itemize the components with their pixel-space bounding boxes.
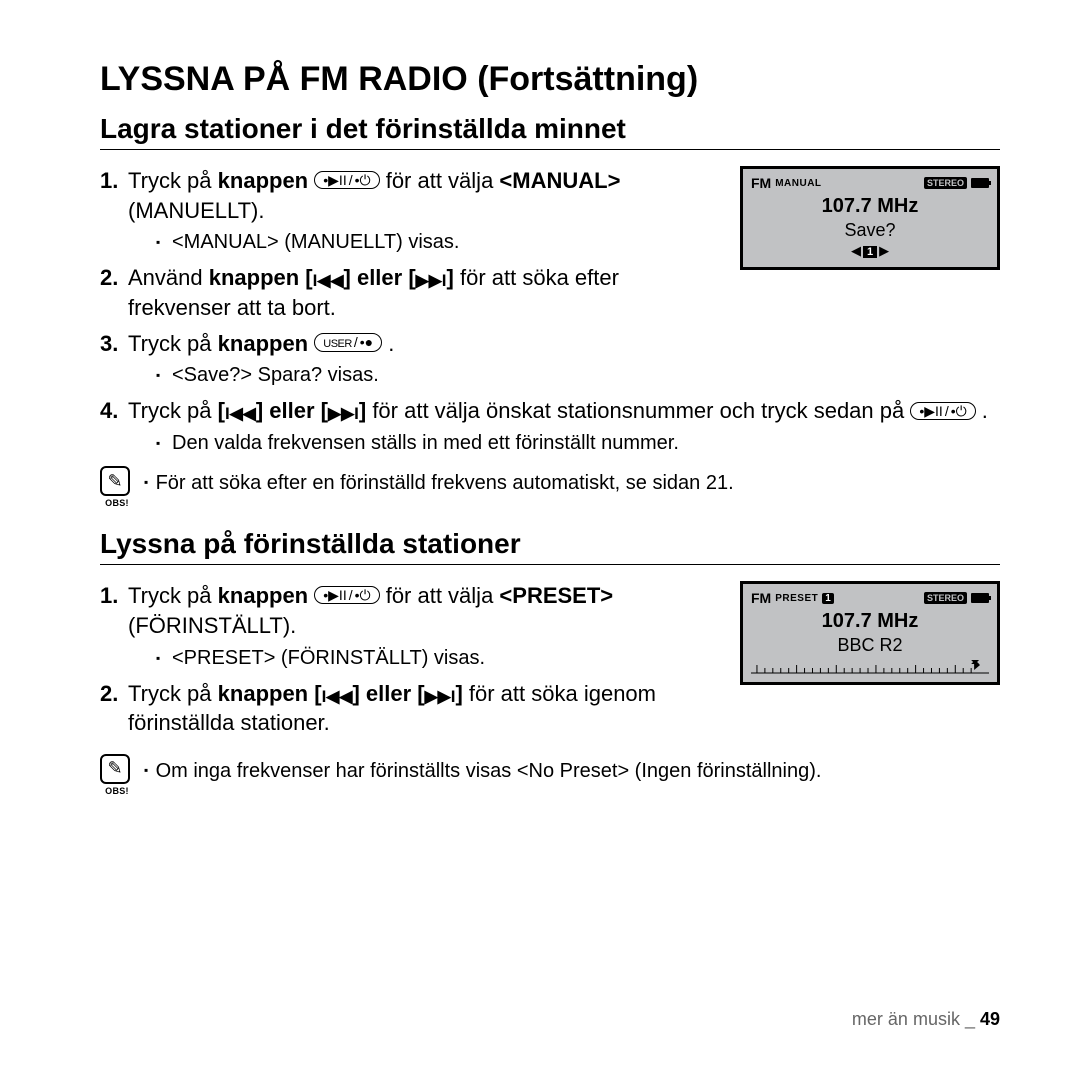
dev2-frequency: 107.7 MHz <box>751 610 989 633</box>
s1-note: ✎ OBS! För att söka efter en förinställd… <box>100 466 1000 508</box>
dev2-mode: PRESET <box>775 593 818 604</box>
play-pause-power-button-icon: •▶II/•⏻ <box>910 402 975 420</box>
note-label: OBS! <box>100 786 134 796</box>
dev2-preset-num: 1 <box>822 593 834 604</box>
section1-title: Lagra stationer i det förinställda minne… <box>100 113 1000 150</box>
s2-step1: Tryck på knappen •▶II/•⏻ för att välja <… <box>100 581 724 670</box>
page-number: 49 <box>980 1009 1000 1029</box>
play-pause-power-button-icon: •▶II/•⏻ <box>314 171 379 189</box>
s1-step4: Tryck på [I◀◀] eller [▶▶I] för att välja… <box>100 396 1000 456</box>
s2-note-text: Om inga frekvenser har förinställts visa… <box>144 754 1000 785</box>
s2-step2: Tryck på knappen [I◀◀] eller [▶▶I] för a… <box>100 679 724 738</box>
footer: mer än musik _ 49 <box>852 1009 1000 1030</box>
s1-note-text: För att söka efter en förinställd frekve… <box>144 466 1000 497</box>
note-icon: ✎ <box>100 466 130 496</box>
s1-step1-sub: <MANUAL> (MANUELLT) visas. <box>156 229 724 255</box>
device-screen-manual: FM MANUAL STEREO 107.7 MHz Save? ◀1▶ <box>740 166 1000 270</box>
s2-note: ✎ OBS! Om inga frekvenser har förinställ… <box>100 754 1000 796</box>
next-track-icon: ▶▶I <box>416 270 447 293</box>
s1-step3: Tryck på knappen USER/•● . <Save?> Spara… <box>100 329 724 389</box>
dev2-fm: FM <box>751 590 771 606</box>
s1-step1: Tryck på knappen •▶II/•⏻ för att välja <… <box>100 166 724 255</box>
dev1-stereo-badge: STEREO <box>924 177 967 189</box>
dev2-station: BBC R2 <box>751 635 989 656</box>
note-icon: ✎ <box>100 754 130 784</box>
battery-icon <box>971 593 989 603</box>
play-pause-power-button-icon: •▶II/•⏻ <box>314 586 379 604</box>
next-track-icon: ▶▶I <box>425 686 456 709</box>
s1-step4-sub: Den valda frekvensen ställs in med ett f… <box>156 430 1000 456</box>
dev1-mode: MANUAL <box>775 178 821 189</box>
section2-title: Lyssna på förinställda stationer <box>100 528 1000 565</box>
note-label: OBS! <box>100 498 134 508</box>
dev1-prompt: Save? <box>751 220 989 241</box>
battery-icon <box>971 178 989 188</box>
section-listen-preset: Lyssna på förinställda stationer Tryck p… <box>100 528 1000 796</box>
user-rec-button-icon: USER/•● <box>314 333 382 352</box>
s1-step2: Använd knappen [I◀◀] eller [▶▶I] för att… <box>100 263 724 322</box>
s1-step3-sub: <Save?> Spara? visas. <box>156 362 724 388</box>
device-screen-preset: FM PRESET 1 STEREO 107.7 MHz BBC R2 <box>740 581 1000 685</box>
dev1-fm: FM <box>751 175 771 191</box>
section-store-stations: Lagra stationer i det förinställda minne… <box>100 113 1000 508</box>
dev2-tuning-ruler <box>751 660 989 674</box>
dev2-stereo-badge: STEREO <box>924 592 967 604</box>
next-track-icon: ▶▶I <box>328 403 359 426</box>
footer-text: mer än musik _ <box>852 1009 980 1029</box>
dev1-nav: ◀1▶ <box>751 243 989 259</box>
dev1-frequency: 107.7 MHz <box>751 195 989 218</box>
prev-track-icon: I◀◀ <box>313 270 344 293</box>
prev-track-icon: I◀◀ <box>322 686 353 709</box>
prev-track-icon: I◀◀ <box>225 403 256 426</box>
page-title: LYSSNA PÅ FM RADIO (Fortsättning) <box>100 60 1000 99</box>
s2-step1-sub: <PRESET> (FÖRINSTÄLLT) visas. <box>156 645 724 671</box>
